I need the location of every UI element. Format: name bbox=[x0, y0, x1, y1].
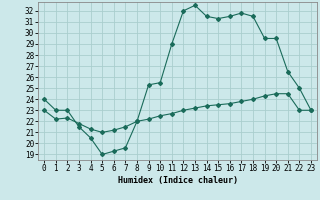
X-axis label: Humidex (Indice chaleur): Humidex (Indice chaleur) bbox=[118, 176, 238, 185]
